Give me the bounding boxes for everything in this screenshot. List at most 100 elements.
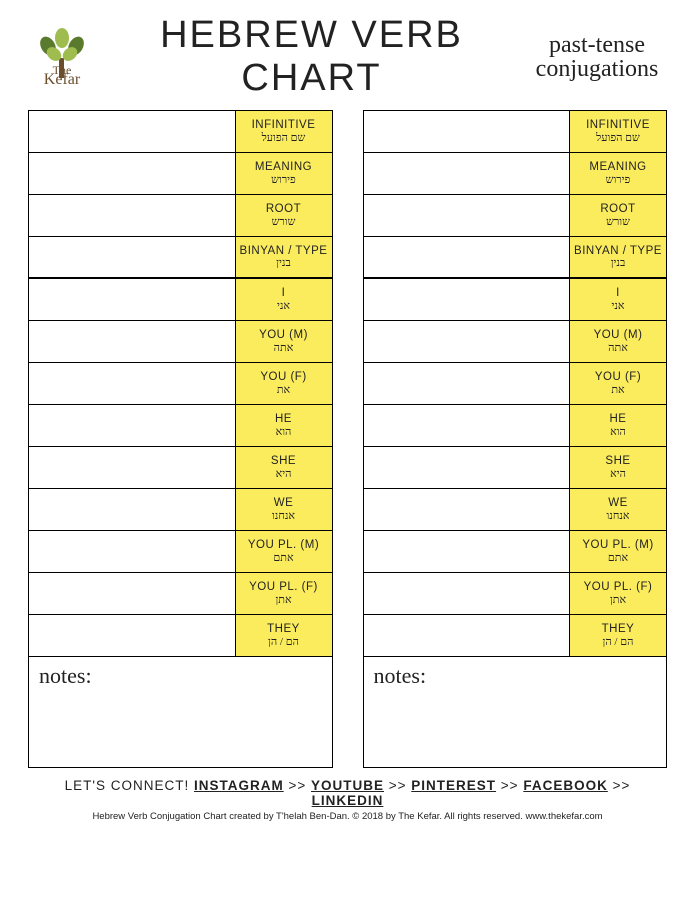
blank-cell[interactable] (364, 531, 571, 572)
label-cell: YOU PL. (M)אתם (236, 531, 332, 572)
blank-cell[interactable] (364, 573, 571, 614)
table-row: HEהוא (29, 405, 332, 447)
blank-cell[interactable] (29, 447, 236, 488)
label-he: היא (610, 468, 626, 480)
label-en: WE (274, 497, 294, 510)
label-en: YOU PL. (F) (584, 581, 653, 594)
subtitle-line2: conjugations (527, 57, 667, 81)
blank-cell[interactable] (364, 153, 571, 194)
label-he: שם הפועל (596, 132, 640, 144)
blank-cell[interactable] (29, 195, 236, 236)
blank-cell[interactable] (364, 195, 571, 236)
page-subtitle: past-tense conjugations (527, 33, 667, 81)
label-en: INFINITIVE (252, 119, 316, 132)
chart-left: INFINITIVEשם הפועלMEANINGפירושROOTשורשBI… (28, 110, 333, 768)
table-row: YOU (M)אתה (29, 321, 332, 363)
label-cell: THEYהם / הן (236, 615, 332, 656)
blank-cell[interactable] (364, 615, 571, 656)
svg-text:Kefar: Kefar (44, 71, 81, 86)
table-row: INFINITIVEשם הפועל (29, 111, 332, 153)
label-en: YOU PL. (F) (249, 581, 318, 594)
label-he: אתה (608, 342, 628, 354)
label-en: I (616, 287, 620, 300)
label-cell: ROOTשורש (236, 195, 332, 236)
blank-cell[interactable] (29, 279, 236, 320)
blank-cell[interactable] (29, 153, 236, 194)
label-en: HE (610, 413, 627, 426)
blank-cell[interactable] (364, 447, 571, 488)
label-he: הוא (610, 426, 626, 438)
label-he: פירוש (271, 174, 296, 186)
social-link-pinterest[interactable]: PINTEREST (411, 778, 496, 793)
label-en: YOU (M) (259, 329, 308, 342)
label-cell: MEANINGפירוש (236, 153, 332, 194)
blank-cell[interactable] (364, 279, 571, 320)
label-en: HE (275, 413, 292, 426)
label-cell: Iאני (570, 279, 666, 320)
label-en: SHE (605, 455, 630, 468)
blank-cell[interactable] (364, 237, 571, 277)
label-en: YOU PL. (M) (582, 539, 653, 552)
blank-cell[interactable] (29, 237, 236, 277)
table-row: YOU (F)את (364, 363, 667, 405)
label-he: אתם (273, 552, 293, 564)
connect-line: LET'S CONNECT! INSTAGRAM >> YOUTUBE >> P… (28, 778, 667, 808)
notes-area[interactable]: notes: (29, 657, 332, 767)
label-en: YOU (F) (260, 371, 306, 384)
logo: The Kefar (28, 28, 96, 86)
separator: >> (496, 778, 523, 793)
footer: LET'S CONNECT! INSTAGRAM >> YOUTUBE >> P… (28, 778, 667, 822)
social-link-youtube[interactable]: YOUTUBE (311, 778, 384, 793)
social-link-instagram[interactable]: INSTAGRAM (194, 778, 284, 793)
table-row: INFINITIVEשם הפועל (364, 111, 667, 153)
label-en: I (282, 287, 286, 300)
label-he: אני (277, 300, 290, 312)
blank-cell[interactable] (364, 111, 571, 152)
notes-area[interactable]: notes: (364, 657, 667, 767)
blank-cell[interactable] (364, 363, 571, 404)
blank-cell[interactable] (29, 489, 236, 530)
table-row: SHEהיא (29, 447, 332, 489)
blank-cell[interactable] (29, 321, 236, 362)
label-he: בנין (276, 257, 291, 269)
blank-cell[interactable] (29, 111, 236, 152)
label-he: שורש (606, 216, 630, 228)
label-he: אתם (608, 552, 628, 564)
label-cell: SHEהיא (570, 447, 666, 488)
label-he: אתן (275, 594, 291, 606)
blank-cell[interactable] (364, 405, 571, 446)
label-en: THEY (267, 623, 300, 636)
page: The Kefar HEBREW VERB CHART past-tense c… (0, 0, 695, 832)
label-en: BINYAN / TYPE (574, 245, 662, 258)
label-cell: YOU PL. (F)אתן (570, 573, 666, 614)
table-row: ROOTשורש (29, 195, 332, 237)
label-he: את (277, 384, 290, 396)
charts-container: INFINITIVEשם הפועלMEANINGפירושROOTשורשBI… (28, 110, 667, 768)
table-row: THEYהם / הן (29, 615, 332, 657)
label-cell: YOU PL. (M)אתם (570, 531, 666, 572)
social-link-facebook[interactable]: FACEBOOK (523, 778, 608, 793)
label-en: SHE (271, 455, 296, 468)
label-cell: THEYהם / הן (570, 615, 666, 656)
blank-cell[interactable] (364, 321, 571, 362)
blank-cell[interactable] (29, 573, 236, 614)
label-en: ROOT (600, 203, 635, 216)
copyright: Hebrew Verb Conjugation Chart created by… (28, 811, 667, 822)
blank-cell[interactable] (29, 405, 236, 446)
social-link-linkedin[interactable]: LINKEDIN (312, 793, 384, 808)
label-en: YOU PL. (M) (248, 539, 319, 552)
label-en: YOU (M) (594, 329, 643, 342)
label-cell: WEאנחנו (236, 489, 332, 530)
label-cell: BINYAN / TYPEבנין (236, 237, 332, 277)
table-row: YOU (F)את (29, 363, 332, 405)
label-en: WE (608, 497, 628, 510)
blank-cell[interactable] (29, 615, 236, 656)
blank-cell[interactable] (29, 531, 236, 572)
label-en: BINYAN / TYPE (240, 245, 328, 258)
label-cell: SHEהיא (236, 447, 332, 488)
label-he: את (611, 384, 624, 396)
table-row: HEהוא (364, 405, 667, 447)
blank-cell[interactable] (29, 363, 236, 404)
table-row: YOU PL. (M)אתם (29, 531, 332, 573)
blank-cell[interactable] (364, 489, 571, 530)
